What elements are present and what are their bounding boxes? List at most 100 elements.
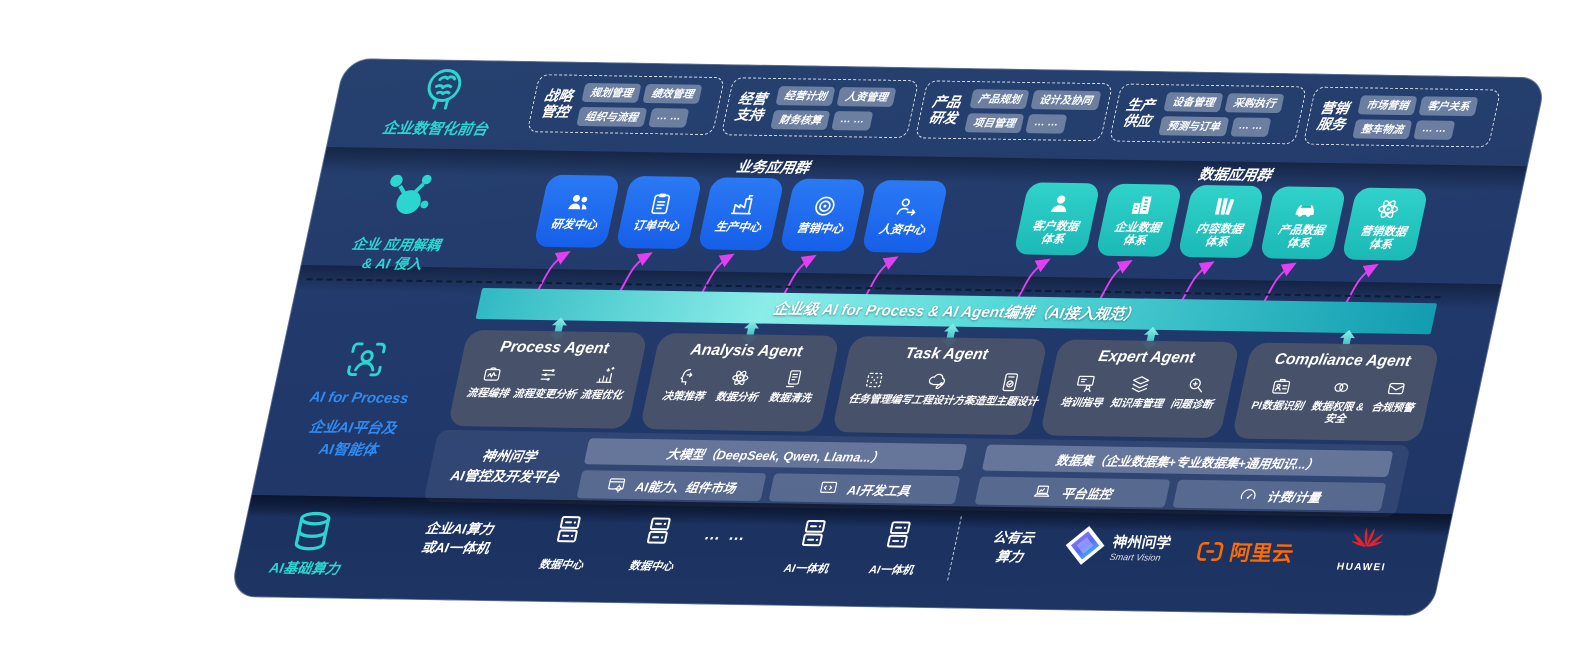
tile-customer-data: 客户数据 体系 <box>1013 182 1101 256</box>
agent-title: Compliance Agent <box>1273 350 1413 371</box>
tool-label: 平台监控 <box>1060 486 1114 502</box>
diagnosis-icon <box>1183 375 1209 396</box>
node-label: AI一体机 <box>867 564 915 577</box>
module-pill: 设计及协同 <box>1030 89 1102 110</box>
agent-item-label: 任务管理 <box>847 393 892 406</box>
dev-tools-bar: AI开发工具 <box>768 473 961 505</box>
group-operation: 经营 支持 经营计划 人资管理 财务核算 … … <box>720 77 920 139</box>
module-pill: … … <box>647 107 690 128</box>
data-clean-icon <box>781 368 807 389</box>
task-manage-icon <box>861 369 887 390</box>
data-permission-icon <box>1329 377 1355 398</box>
agent-item-label: 流程变更分析 <box>511 387 578 401</box>
module-pill: 市场营销 <box>1357 94 1418 115</box>
module-pill: … … <box>1229 116 1272 137</box>
platform-monitor-icon <box>1031 481 1055 501</box>
data-app-tiles: 客户数据 体系 企业数据 体系 内容数据 体系 产品数据 体系 营销数据 体系 <box>1013 182 1429 261</box>
huawei-logo: HUAWEI <box>1324 522 1407 573</box>
car-icon <box>1290 194 1322 220</box>
business-app-tiles: 研发中心 订单中心 生产中心 营销中心 人资中心 <box>533 174 949 254</box>
component-market-icon <box>605 475 629 495</box>
module-pill: … … <box>1025 113 1068 134</box>
pi-data-icon <box>1269 376 1295 397</box>
module-pill: 设备管理 <box>1163 91 1224 112</box>
alicloud-name: 阿里云 <box>1227 541 1296 566</box>
enterprise-compute-line2: 或AI一体机 <box>420 539 491 556</box>
clipboard-icon <box>645 191 677 217</box>
module-pill: … … <box>1413 119 1456 140</box>
tile-order-center: 订单中心 <box>615 175 703 250</box>
capability-market-bar: AI能力、组件市场 <box>576 470 767 502</box>
agent-title: Process Agent <box>498 338 611 358</box>
tile-label: 体系 <box>1121 235 1148 248</box>
group-marketing: 营销 服务 市场营销 客户关系 整车物流 … … <box>1302 86 1502 148</box>
theme-design-icon <box>998 372 1024 393</box>
workflow-icon <box>479 363 505 384</box>
agent-item-label: 数据分析 <box>714 391 759 404</box>
tile-label: 研发中心 <box>549 219 599 232</box>
group-name: 营销 <box>1318 99 1351 117</box>
ai-for-process-label: AI for Process <box>308 389 410 408</box>
molecule-icon <box>375 168 438 221</box>
scan-person-icon <box>339 336 395 383</box>
enterprise-compute-label: 企业AI算力 或AI一体机 <box>383 519 531 559</box>
group-name: 研发 <box>927 109 959 126</box>
tile-marketing-center: 营销中心 <box>779 178 867 252</box>
module-pill: 组织与流程 <box>576 106 647 127</box>
group-name: 战略 <box>542 87 575 104</box>
tile-label: 生产中心 <box>713 221 763 235</box>
user-icon <box>1044 190 1076 216</box>
server-icon <box>638 513 679 548</box>
group-production: 生产 供应 设备管理 采购执行 预测与订单 … … <box>1108 83 1308 145</box>
tile-label: 企业数据 <box>1113 221 1162 235</box>
module-pill: 客户关系 <box>1418 95 1479 116</box>
tile-production-center: 生产中心 <box>697 177 785 251</box>
ai-agent-label: AI智能体 <box>317 441 379 459</box>
enterprise-compute-line1: 企业AI算力 <box>424 520 495 537</box>
tile-label: 体系 <box>1039 233 1066 247</box>
section-divider <box>947 516 962 581</box>
agent-title: Analysis Agent <box>689 341 805 361</box>
front-office-groups: 战略 管控 规划管理 绩效管理 组织与流程 … … 经营 支持 经营计划 人资管理 … <box>526 74 1502 148</box>
agent-item-label: 知识库管理 <box>1109 397 1165 411</box>
platform-brand-line2: AI管控及开发平台 <box>449 468 561 485</box>
tile-label: 内容数据 <box>1195 222 1244 236</box>
tile-label: 营销中心 <box>795 223 845 236</box>
ellipsis-label: … … <box>702 526 750 545</box>
group-name: 管控 <box>539 103 571 120</box>
agent-item-label: 合规预警 <box>1370 401 1415 415</box>
node-label: 数据中心 <box>627 560 675 573</box>
agent-item-label: 流程优化 <box>579 388 624 402</box>
public-cloud-line2: 算力 <box>994 548 1025 565</box>
diagram-panel: 企业数智化前台 战略 管控 规划管理 绩效管理 组织与流程 … … 经营 支持 经营… <box>229 58 1548 617</box>
building-icon <box>1126 192 1158 218</box>
card-process-agent: Process Agent 流程编排 流程变更分析 流程优化 <box>447 329 649 429</box>
tile-hr-center: 人资中心 <box>861 179 949 254</box>
brain-head-icon <box>413 64 474 115</box>
agent-item-label: 数据权限 & 安全 <box>1310 400 1366 425</box>
database-icon <box>285 508 341 555</box>
group-name: 生产 <box>1124 96 1157 113</box>
tile-label: 体系 <box>1285 237 1312 251</box>
smart-vision-logo-icon <box>1065 526 1105 565</box>
model-bar: 大模型（DeepSeek, Qwen, Llama...） <box>583 438 968 471</box>
module-pill: 产品规划 <box>969 88 1030 109</box>
tile-label: 人资中心 <box>877 224 927 238</box>
alicloud-logo: 阿里云 <box>1192 536 1296 568</box>
compliance-alert-icon <box>1384 378 1410 399</box>
tile-label: 订单中心 <box>631 220 681 234</box>
module-pill: 项目管理 <box>964 112 1025 133</box>
module-pill: … … <box>831 110 874 131</box>
card-analysis-agent: Analysis Agent 决策推荐 数据分析 数据清洗 <box>639 332 841 432</box>
hr-people-icon <box>891 195 923 221</box>
flow-optimize-icon <box>593 365 619 386</box>
module-pill: 人资管理 <box>836 86 897 107</box>
tile-label: 体系 <box>1367 238 1394 252</box>
monitor-bar: 平台监控 <box>974 476 1171 508</box>
platform-brand-line1: 神州问学 <box>480 448 538 465</box>
module-pill: 采购执行 <box>1224 92 1285 113</box>
tile-content-data: 内容数据 体系 <box>1177 184 1265 259</box>
agent-title: Expert Agent <box>1096 348 1197 367</box>
agent-item-label: 培训指导 <box>1059 396 1104 410</box>
